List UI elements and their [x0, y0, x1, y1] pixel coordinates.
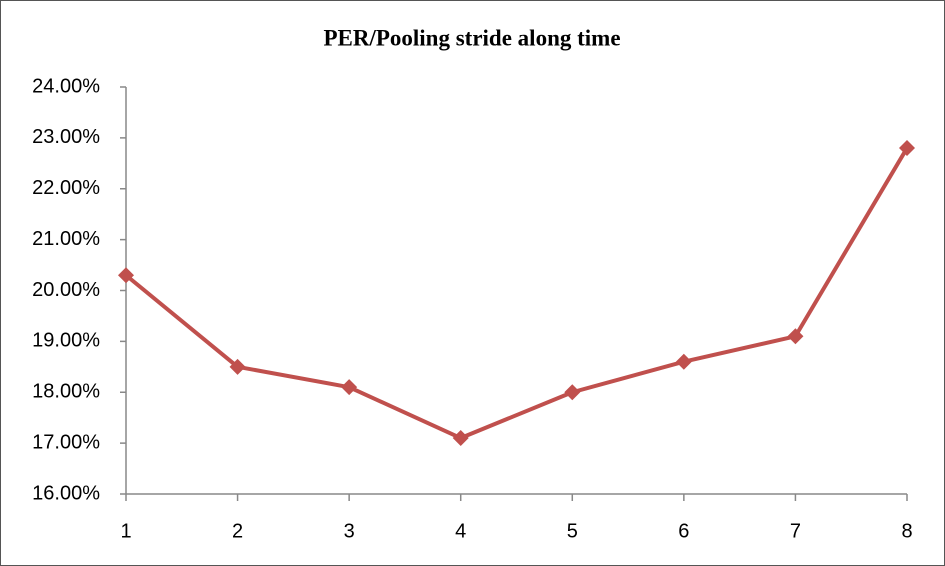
x-tick-label: 5: [567, 520, 578, 542]
x-tick-label: 6: [678, 520, 689, 542]
point-marker: [452, 430, 469, 447]
x-tick-label: 2: [232, 520, 243, 542]
y-tick-label: 17.00%: [32, 431, 100, 453]
y-tick-label: 21.00%: [32, 228, 100, 250]
point-marker: [341, 379, 358, 396]
x-tick-label: 4: [455, 520, 466, 542]
y-tick-label: 24.00%: [32, 75, 100, 97]
point-marker: [229, 358, 246, 375]
x-tick-label: 8: [901, 520, 912, 542]
y-tick-label: 18.00%: [32, 381, 100, 403]
point-marker: [564, 384, 581, 401]
x-tick-label: 1: [120, 520, 131, 542]
point-marker: [118, 267, 134, 284]
y-tick-label: 22.00%: [32, 177, 100, 199]
y-tick-label: 16.00%: [32, 482, 100, 504]
y-tick-label: 23.00%: [32, 126, 100, 148]
chart-title: PER/Pooling stride along time: [323, 25, 620, 50]
point-marker: [675, 353, 692, 370]
x-tick-label: 7: [790, 520, 801, 542]
y-tick-label: 20.00%: [32, 279, 100, 301]
x-tick-label: 3: [344, 520, 355, 542]
point-marker: [899, 140, 915, 157]
y-tick-label: 19.00%: [32, 330, 100, 352]
series-line: [124, 147, 909, 441]
point-marker: [787, 328, 804, 345]
